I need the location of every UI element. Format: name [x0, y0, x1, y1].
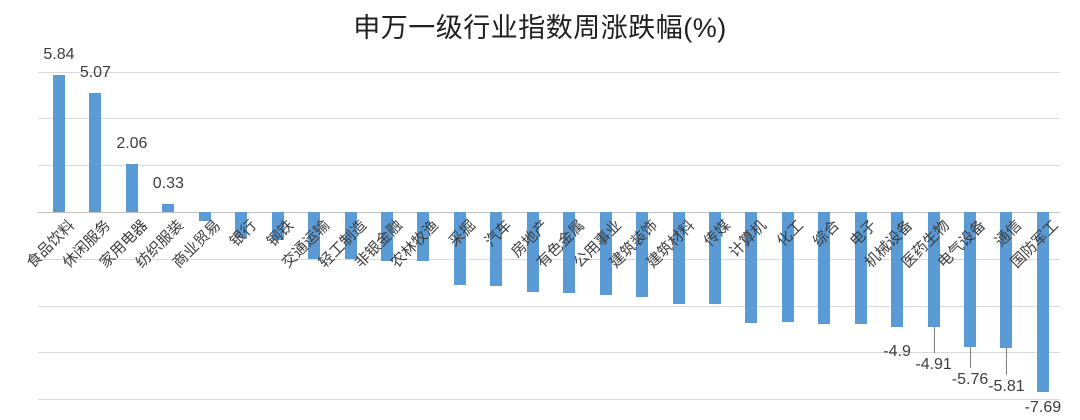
chart-title: 申万一级行业指数周涨跌幅(%)	[353, 13, 727, 43]
gridline	[38, 352, 1060, 354]
bar	[53, 75, 65, 212]
data-label: 5.84	[43, 46, 75, 64]
gridline	[38, 399, 1060, 401]
bar	[417, 212, 430, 262]
gridline	[38, 165, 1060, 167]
leader-line	[1006, 348, 1008, 375]
bar	[672, 212, 685, 305]
bar	[162, 204, 175, 212]
bar	[854, 212, 867, 325]
zero-axis-line	[38, 212, 1060, 213]
data-label: -4.9	[883, 342, 911, 360]
bar	[235, 212, 248, 238]
bar	[344, 212, 357, 259]
gridline	[38, 258, 1060, 260]
bar	[927, 212, 940, 327]
bar	[891, 212, 904, 327]
bar	[526, 212, 539, 292]
bar	[1036, 212, 1049, 392]
bar	[1000, 212, 1013, 348]
bar	[563, 212, 576, 293]
leader-line	[970, 346, 971, 368]
bar	[745, 212, 758, 324]
bar	[308, 212, 321, 259]
bar	[453, 212, 466, 285]
data-label: -5.81	[988, 378, 1025, 395]
bar	[708, 212, 721, 305]
data-label: 0.33	[152, 175, 184, 193]
bar	[89, 93, 102, 212]
leader-line	[933, 326, 935, 353]
gridline	[38, 305, 1060, 307]
bar	[818, 212, 831, 325]
bar	[636, 212, 648, 298]
bar	[198, 212, 211, 222]
bar	[125, 163, 138, 212]
bar	[781, 212, 794, 322]
bar	[271, 212, 284, 241]
bar	[490, 212, 503, 286]
bar	[599, 212, 612, 296]
bar	[381, 212, 393, 262]
bar	[964, 212, 976, 347]
gridline	[38, 71, 1060, 73]
data-label: -4.91	[915, 355, 952, 373]
data-label: 2.06	[116, 134, 148, 152]
data-label: -7.69	[1024, 398, 1062, 416]
data-label: -5.76	[951, 370, 989, 388]
gridline	[38, 118, 1060, 120]
data-label: 5.07	[79, 64, 111, 82]
